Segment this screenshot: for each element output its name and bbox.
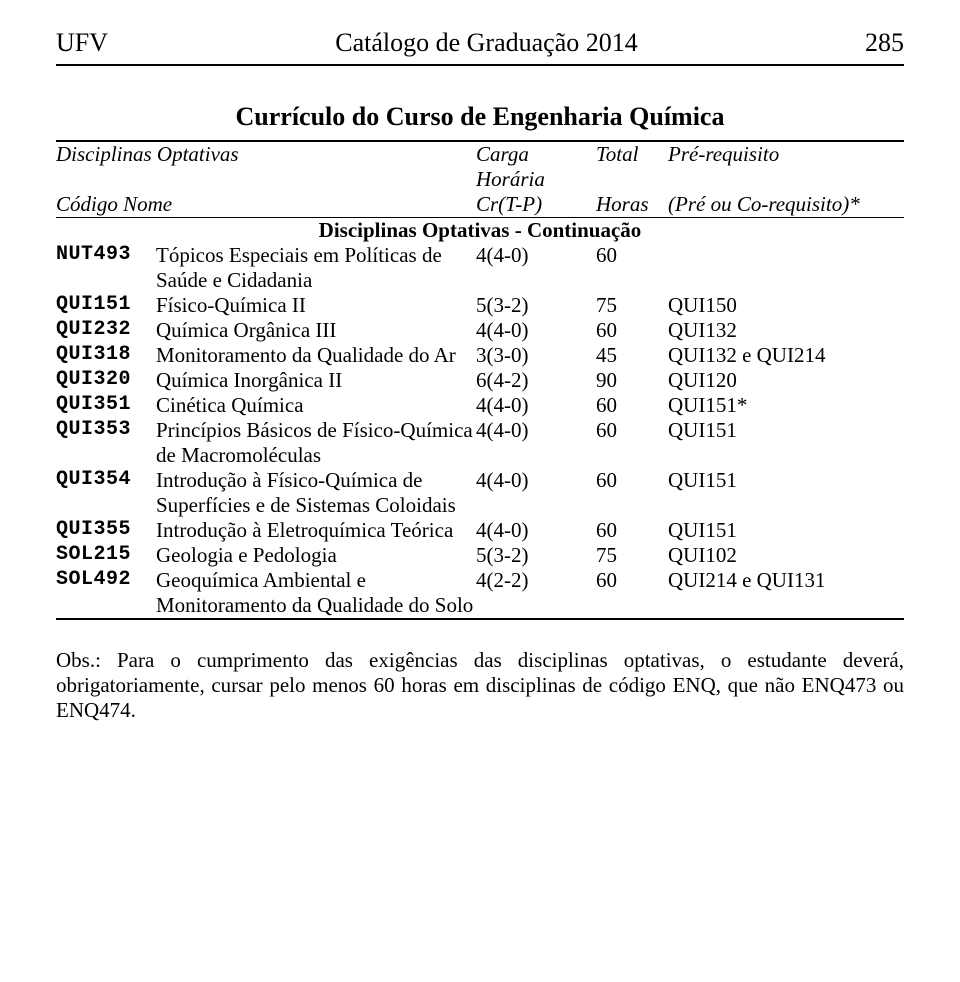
table-row: NUT493 Tópicos Especiais em Políticas de… [56, 243, 904, 293]
table-row: QUI318 Monitoramento da Qualidade do Ar … [56, 343, 904, 368]
code-cell: QUI232 [56, 318, 156, 343]
preq-cell: QUI151 [668, 468, 904, 518]
table-row: QUI151 Físico-Química II 5(3-2) 75 QUI15… [56, 293, 904, 318]
table-row: QUI232 Química Orgânica III 4(4-0) 60 QU… [56, 318, 904, 343]
code-cell: QUI351 [56, 393, 156, 418]
name-cell: Físico-Química II [156, 293, 476, 318]
code-cell: NUT493 [56, 243, 156, 293]
code-cell: SOL215 [56, 543, 156, 568]
hours-cell: 60 [596, 243, 668, 293]
col-header-total: Total [596, 142, 668, 192]
cr-cell: 4(4-0) [476, 243, 596, 293]
code-cell: QUI355 [56, 518, 156, 543]
cr-cell: 4(4-0) [476, 518, 596, 543]
preq-cell [668, 243, 904, 293]
col-header-codigo-nome: Código Nome [56, 192, 476, 218]
name-cell: Introdução à Físico-Química de Superfíci… [156, 468, 476, 518]
section-title: Disciplinas Optativas - Continuação [56, 218, 904, 243]
hours-cell: 60 [596, 468, 668, 518]
preq-cell: QUI132 e QUI214 [668, 343, 904, 368]
hours-cell: 60 [596, 418, 668, 468]
table-row: SOL215 Geologia e Pedologia 5(3-2) 75 QU… [56, 543, 904, 568]
table-row: QUI320 Química Inorgânica II 6(4-2) 90 Q… [56, 368, 904, 393]
preq-cell: QUI132 [668, 318, 904, 343]
code-cell: QUI320 [56, 368, 156, 393]
col-header-cr: Cr(T-P) [476, 192, 596, 218]
header-rule [56, 64, 904, 66]
cr-cell: 3(3-0) [476, 343, 596, 368]
cr-cell: 5(3-2) [476, 543, 596, 568]
cr-cell: 4(4-0) [476, 418, 596, 468]
cr-cell: 4(4-0) [476, 468, 596, 518]
col-header-prereq: Pré-requisito [668, 142, 904, 192]
preq-cell: QUI150 [668, 293, 904, 318]
hours-cell: 45 [596, 343, 668, 368]
column-header-row-2: Código Nome Cr(T-P) Horas (Pré ou Co-req… [56, 192, 904, 218]
table-row: SOL492 Geoquímica Ambiental e Monitorame… [56, 568, 904, 619]
cr-cell: 6(4-2) [476, 368, 596, 393]
course-title: Currículo do Curso de Engenharia Química [56, 102, 904, 132]
table-row: QUI354 Introdução à Físico-Química de Su… [56, 468, 904, 518]
cr-cell: 4(4-0) [476, 393, 596, 418]
code-cell: QUI318 [56, 343, 156, 368]
code-cell: QUI353 [56, 418, 156, 468]
rule-bottom [56, 619, 904, 620]
name-cell: Geoquímica Ambiental e Monitoramento da … [156, 568, 476, 619]
footnote: Obs.: Para o cumprimento das exigências … [56, 648, 904, 723]
preq-cell: QUI120 [668, 368, 904, 393]
cr-cell: 4(2-2) [476, 568, 596, 619]
name-cell: Química Inorgânica II [156, 368, 476, 393]
name-cell: Monitoramento da Qualidade do Ar [156, 343, 476, 368]
header-right: 285 [865, 28, 904, 58]
name-cell: Tópicos Especiais em Políticas de Saúde … [156, 243, 476, 293]
section-title-row: Disciplinas Optativas - Continuação [56, 218, 904, 243]
cr-cell: 4(4-0) [476, 318, 596, 343]
hours-cell: 90 [596, 368, 668, 393]
table-row: QUI353 Princípios Básicos de Físico-Quím… [56, 418, 904, 468]
name-cell: Princípios Básicos de Físico-Química de … [156, 418, 476, 468]
name-cell: Introdução à Eletroquímica Teórica [156, 518, 476, 543]
preq-cell: QUI102 [668, 543, 904, 568]
preq-cell: QUI151 [668, 418, 904, 468]
code-cell: SOL492 [56, 568, 156, 619]
header-center: Catálogo de Graduação 2014 [108, 28, 865, 58]
table-row: QUI351 Cinética Química 4(4-0) 60 QUI151… [56, 393, 904, 418]
code-cell: QUI151 [56, 293, 156, 318]
hours-cell: 60 [596, 518, 668, 543]
col-header-coreq: (Pré ou Co-requisito)* [668, 192, 904, 218]
course-table: Disciplinas Optativas Carga Horária Tota… [56, 140, 904, 620]
preq-cell: QUI151* [668, 393, 904, 418]
hours-cell: 60 [596, 318, 668, 343]
hours-cell: 75 [596, 293, 668, 318]
col-header-disciplinas: Disciplinas Optativas [56, 142, 476, 192]
table-row: QUI355 Introdução à Eletroquímica Teóric… [56, 518, 904, 543]
name-cell: Química Orgânica III [156, 318, 476, 343]
hours-cell: 60 [596, 568, 668, 619]
header-left: UFV [56, 28, 108, 58]
name-cell: Cinética Química [156, 393, 476, 418]
preq-cell: QUI151 [668, 518, 904, 543]
hours-cell: 75 [596, 543, 668, 568]
col-header-carga: Carga Horária [476, 142, 596, 192]
name-cell: Geologia e Pedologia [156, 543, 476, 568]
preq-cell: QUI214 e QUI131 [668, 568, 904, 619]
page: UFV Catálogo de Graduação 2014 285 Currí… [0, 0, 960, 982]
code-cell: QUI354 [56, 468, 156, 518]
col-header-horas: Horas [596, 192, 668, 218]
page-header: UFV Catálogo de Graduação 2014 285 [56, 28, 904, 58]
hours-cell: 60 [596, 393, 668, 418]
cr-cell: 5(3-2) [476, 293, 596, 318]
column-header-row-1: Disciplinas Optativas Carga Horária Tota… [56, 142, 904, 192]
